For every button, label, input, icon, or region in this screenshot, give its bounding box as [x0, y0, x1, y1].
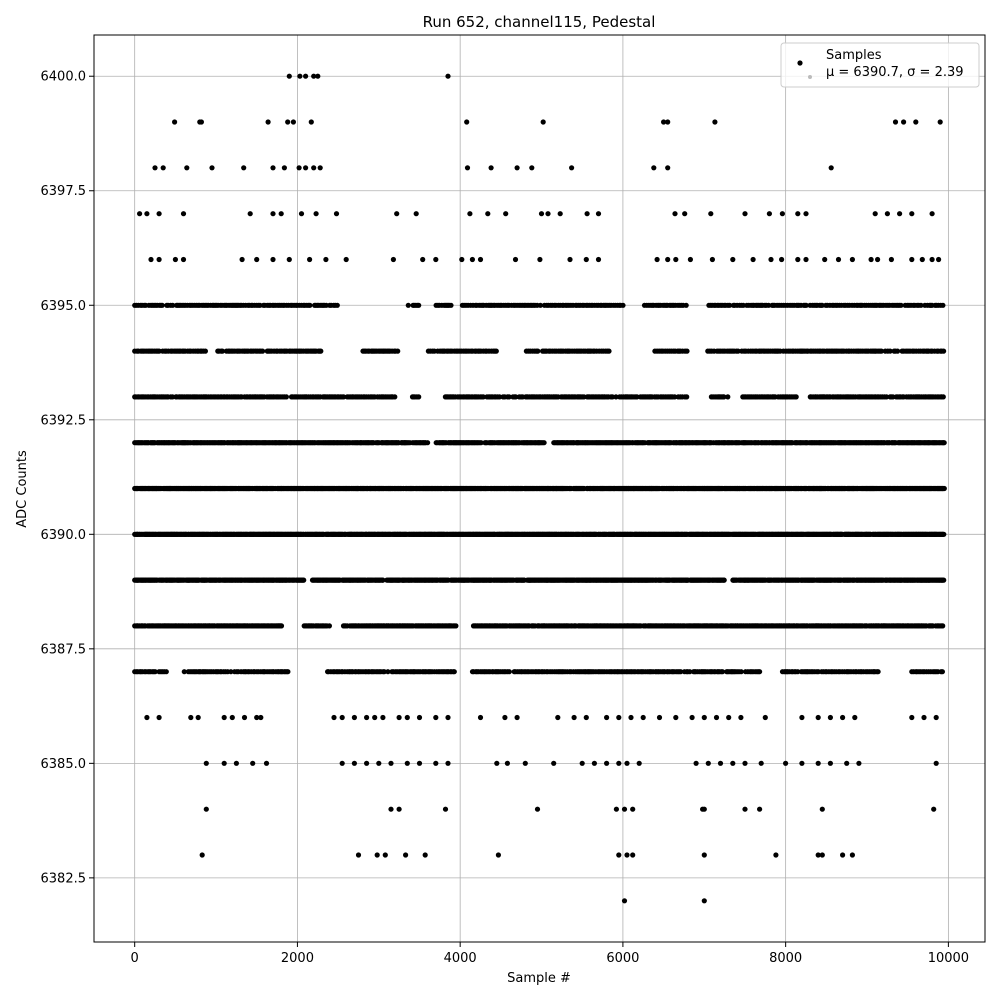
data-point — [425, 440, 431, 446]
data-point — [887, 348, 893, 354]
data-point — [940, 394, 946, 400]
data-point — [819, 302, 825, 308]
data-point — [478, 440, 484, 446]
data-point — [537, 302, 544, 308]
data-point — [793, 394, 799, 400]
data-point — [609, 394, 616, 400]
data-points — [132, 73, 947, 904]
data-point — [878, 348, 885, 354]
data-point — [416, 394, 422, 400]
data-point — [941, 485, 947, 492]
data-point — [803, 302, 809, 308]
data-point — [506, 394, 512, 400]
data-point — [496, 394, 503, 400]
data-point — [721, 394, 727, 400]
data-point — [219, 348, 225, 354]
data-point — [918, 302, 924, 308]
data-point — [606, 348, 612, 354]
data-point — [683, 302, 689, 308]
data-point — [735, 348, 741, 354]
data-point — [480, 394, 486, 400]
data-point — [613, 394, 619, 400]
data-point — [941, 440, 947, 446]
data-point — [727, 302, 733, 308]
data-point — [493, 348, 499, 354]
data-point — [334, 302, 340, 308]
data-point — [684, 348, 690, 354]
data-point — [416, 302, 422, 308]
data-point — [307, 302, 313, 308]
data-point — [620, 302, 626, 308]
data-point — [941, 348, 947, 354]
data-point — [301, 577, 307, 583]
data-point — [535, 348, 541, 354]
data-point — [883, 394, 890, 400]
data-point — [684, 394, 690, 400]
data-point — [941, 531, 947, 537]
data-point — [898, 302, 904, 308]
data-point — [170, 302, 176, 308]
data-point — [159, 302, 165, 308]
data-point — [766, 302, 772, 308]
data-point — [202, 348, 208, 354]
data-point — [541, 440, 547, 446]
data-point — [725, 394, 731, 400]
data-point — [260, 348, 266, 354]
data-point — [895, 348, 901, 354]
data-point — [283, 394, 289, 400]
data-point — [672, 394, 678, 400]
data-point — [405, 302, 411, 308]
data-point — [448, 302, 454, 308]
data-point — [940, 302, 946, 308]
data-point — [341, 394, 347, 400]
data-point — [318, 348, 324, 354]
data-point — [395, 348, 401, 354]
data-point — [513, 394, 519, 400]
data-point — [392, 394, 398, 400]
